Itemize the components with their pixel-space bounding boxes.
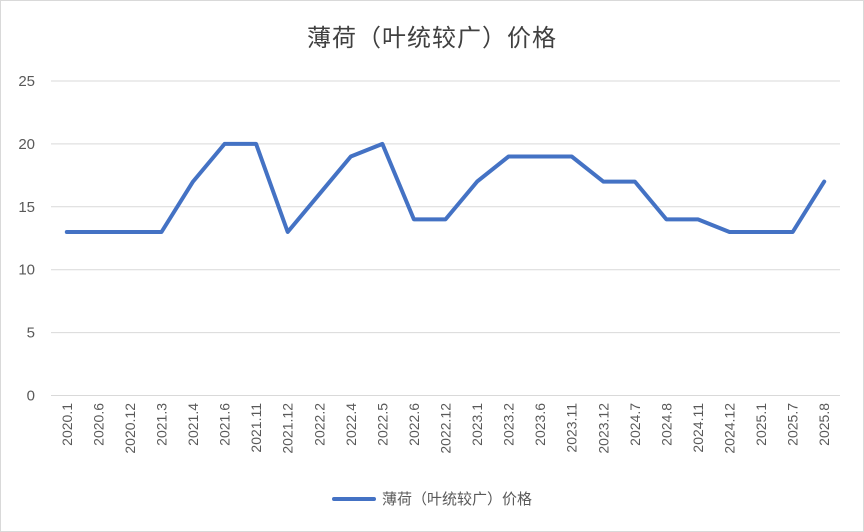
x-tick-label: 2021.3 — [153, 403, 169, 446]
x-tick-label: 2023.6 — [532, 403, 548, 446]
x-tick-label: 2022.6 — [406, 403, 422, 446]
x-tick-label: 2021.6 — [217, 403, 233, 446]
x-tick-label: 2021.11 — [248, 403, 264, 453]
x-tick-label: 2023.11 — [564, 403, 580, 453]
x-tick-label: 2020.12 — [122, 403, 138, 454]
x-tick-label: 2022.5 — [374, 403, 390, 446]
x-tick-label: 2024.7 — [627, 403, 643, 446]
chart-legend: 薄荷（叶统较广）价格 — [0, 488, 864, 509]
x-axis-ticks: 2020.1 2020.6 2020.12 2021.3 2021.4 2021.6 202… — [59, 403, 832, 454]
x-tick-label: 2025.7 — [785, 403, 801, 446]
x-tick-label: 2024.11 — [690, 403, 706, 453]
price-series-line — [64, 141, 827, 234]
legend-label: 薄荷（叶统较广）价格 — [381, 490, 532, 508]
x-tick-label: 2020.1 — [59, 403, 75, 446]
y-tick-label: 25 — [18, 73, 35, 90]
y-tick-label: 0 — [27, 388, 35, 405]
legend-line-swatch — [331, 496, 376, 501]
x-tick-label: 2020.6 — [90, 403, 106, 446]
y-tick-label: 15 — [18, 199, 35, 216]
x-tick-label: 2024.12 — [722, 403, 738, 454]
x-tick-label: 2025.8 — [816, 403, 832, 446]
x-tick-label: 2022.4 — [343, 403, 359, 446]
x-tick-label: 2024.8 — [658, 403, 674, 446]
y-axis-ticks: 0 5 10 15 20 25 — [18, 73, 35, 405]
x-tick-label: 2021.12 — [280, 403, 296, 454]
x-tick-label: 2022.2 — [311, 403, 327, 446]
y-tick-label: 5 — [27, 325, 35, 342]
chart-title: 薄荷（叶统较广）价格 — [307, 24, 557, 52]
x-tick-label: 2023.2 — [501, 403, 517, 446]
x-tick-label: 2023.1 — [469, 403, 485, 446]
x-tick-label: 2025.1 — [753, 403, 769, 446]
x-tick-label: 2022.12 — [438, 403, 454, 454]
x-tick-label: 2021.4 — [185, 403, 201, 446]
y-tick-label: 10 — [18, 262, 35, 279]
y-tick-label: 20 — [18, 136, 35, 153]
x-tick-label: 2023.12 — [595, 403, 611, 454]
gridlines — [51, 80, 840, 396]
